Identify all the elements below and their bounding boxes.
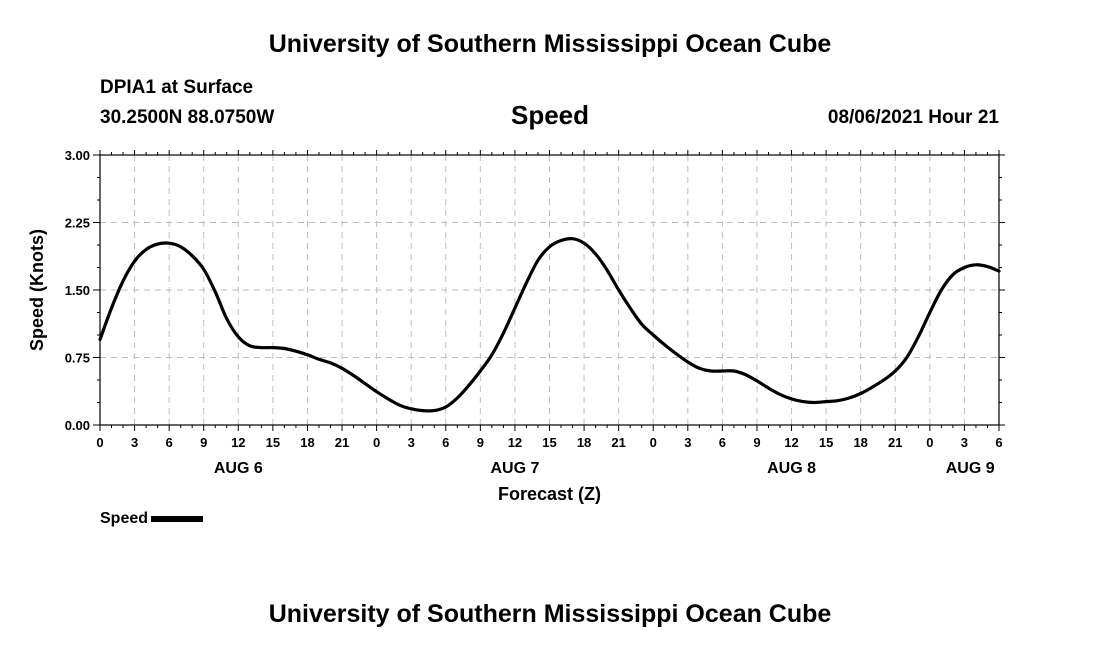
- x-tick-label: 0: [650, 435, 657, 450]
- y-tick-label: 0.00: [65, 418, 90, 433]
- x-tick-label: 0: [373, 435, 380, 450]
- x-tick-label: 12: [508, 435, 522, 450]
- y-tick-label: 2.25: [65, 216, 90, 231]
- y-axis-title: Speed (Knots): [27, 229, 47, 351]
- x-tick-label: 0: [926, 435, 933, 450]
- legend-label: Speed: [100, 510, 149, 527]
- day-label: AUG 6: [214, 460, 263, 477]
- x-tick-label: 3: [684, 435, 691, 450]
- datetime-label: 08/06/2021 Hour 21: [827, 107, 999, 128]
- x-tick-label: 15: [266, 435, 280, 450]
- station-label: DPIA1 at Surface: [100, 77, 254, 98]
- x-tick-label: 3: [408, 435, 415, 450]
- x-tick-label: 0: [96, 435, 103, 450]
- x-tick-label: 9: [477, 435, 484, 450]
- day-label: AUG 8: [767, 460, 816, 477]
- y-tick-label: 1.50: [65, 283, 90, 298]
- x-tick-label: 3: [961, 435, 968, 450]
- x-tick-label: 18: [300, 435, 314, 450]
- x-tick-label: 18: [577, 435, 591, 450]
- x-tick-label: 21: [888, 435, 902, 450]
- x-tick-label: 6: [719, 435, 726, 450]
- legend-line-swatch: [151, 515, 204, 522]
- x-tick-label: 21: [335, 435, 349, 450]
- x-tick-label: 12: [784, 435, 798, 450]
- x-tick-label: 15: [542, 435, 556, 450]
- x-tick-label: 9: [200, 435, 207, 450]
- x-tick-label: 6: [442, 435, 449, 450]
- footer-title: University of Southern Mississippi Ocean…: [268, 600, 832, 628]
- x-tick-label: 21: [611, 435, 625, 450]
- x-tick-label: 6: [995, 435, 1002, 450]
- x-tick-label: 3: [131, 435, 138, 450]
- y-tick-label: 0.75: [65, 351, 90, 366]
- day-label: AUG 9: [946, 460, 995, 477]
- y-tick-label: 3.00: [65, 148, 90, 163]
- x-tick-label: 9: [753, 435, 760, 450]
- chart-title: University of Southern Mississippi Ocean…: [268, 30, 832, 58]
- x-axis-title: Forecast (Z): [498, 484, 601, 504]
- variable-title: Speed: [510, 100, 590, 130]
- coordinates-label: 30.2500N 88.0750W: [100, 107, 275, 128]
- day-label: AUG 7: [490, 460, 539, 477]
- plot-frame: [99, 154, 1000, 426]
- x-tick-label: 18: [853, 435, 867, 450]
- x-tick-label: 15: [819, 435, 833, 450]
- x-tick-label: 12: [231, 435, 245, 450]
- x-tick-label: 6: [166, 435, 173, 450]
- speed-series-line: [98, 236, 1001, 413]
- legend: Speed: [100, 510, 204, 528]
